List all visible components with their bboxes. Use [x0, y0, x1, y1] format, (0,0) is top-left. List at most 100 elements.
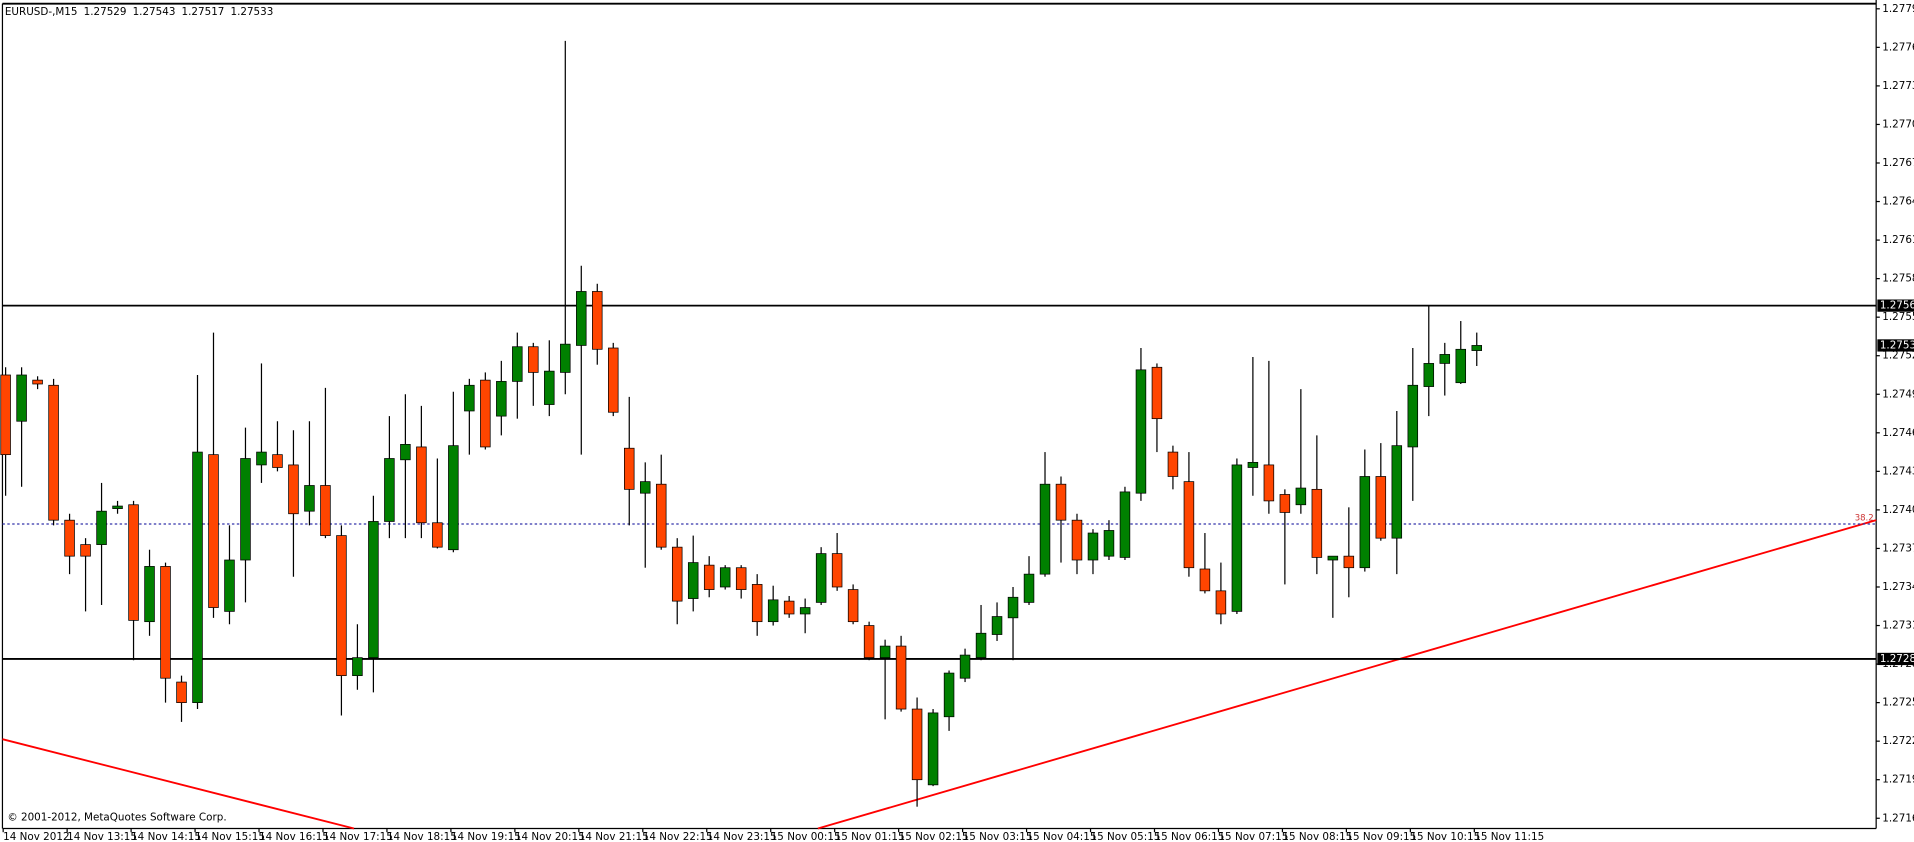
- x-tick-label: 15 Nov 05:15: [1091, 831, 1161, 842]
- candle-body: [448, 445, 459, 551]
- x-tick-label: 14 Nov 22:15: [643, 831, 713, 842]
- candle-body: [751, 584, 763, 623]
- current-price-label-box: [1877, 339, 1914, 352]
- x-tick-label: 14 Nov 15:15: [195, 831, 265, 842]
- horizontal-line-label-box: [1877, 652, 1914, 666]
- x-tick-label: 15 Nov 04:15: [1027, 831, 1097, 842]
- candle-body: [352, 657, 363, 677]
- copyright: © 2001-2012, MetaQuotes Software Corp.: [7, 812, 226, 824]
- candle-body: [1231, 464, 1243, 612]
- candle-body: [96, 510, 107, 545]
- x-tick-label: 14 Nov 19:15: [451, 831, 521, 842]
- y-tick-label: 1.27765: [1882, 41, 1914, 53]
- candle-body: [224, 559, 235, 612]
- y-tick-label: 1.27405: [1882, 504, 1914, 516]
- x-tick-label: 15 Nov 01:15: [835, 831, 905, 842]
- ohlc-low: 1.27517: [182, 6, 225, 18]
- candle-body: [16, 374, 27, 422]
- candle-body: [1327, 555, 1339, 561]
- x-tick-label: 14 Nov 23:15: [707, 831, 777, 842]
- candle-body: [48, 384, 59, 521]
- y-tick-label: 1.27315: [1882, 620, 1914, 632]
- y-tick-label: 1.27465: [1882, 427, 1914, 439]
- candle-body: [943, 672, 955, 718]
- fib-label: 38.2: [1855, 513, 1874, 523]
- candle-body: [336, 535, 347, 677]
- x-tick-label: 15 Nov 02:15: [899, 831, 969, 842]
- x-tick-label: 14 Nov 18:15: [387, 831, 457, 842]
- x-tick-label: 14 Nov 21:15: [579, 831, 649, 842]
- candle-body: [144, 566, 155, 623]
- x-tick-label: 15 Nov 06:15: [1155, 831, 1225, 842]
- x-tick-label: 15 Nov 09:15: [1346, 831, 1416, 842]
- y-tick-label: 1.27735: [1882, 80, 1914, 92]
- trendline: [817, 519, 1877, 830]
- y-tick-label: 1.27705: [1882, 118, 1914, 130]
- ohlc-open: 1.27529: [84, 6, 127, 18]
- candle-body: [1039, 483, 1051, 575]
- candle-body: [1087, 532, 1099, 561]
- candle-body: [927, 712, 939, 786]
- candle-body: [320, 485, 331, 536]
- candle-body: [671, 546, 683, 602]
- candle-body: [879, 645, 891, 659]
- header: EURUSD-,M15 1.27529 1.27543 1.27517 1.27533: [5, 6, 273, 18]
- candle-body: [400, 444, 411, 461]
- candle-body: [895, 645, 907, 710]
- candle-body: [272, 454, 283, 468]
- candle-body: [496, 381, 507, 417]
- ohlc-high: 1.27543: [133, 6, 176, 18]
- candle-body: [240, 458, 251, 561]
- candle-body: [208, 454, 219, 608]
- candle-body: [655, 483, 667, 548]
- candle-body: [847, 589, 859, 623]
- candle-body: [464, 384, 475, 412]
- candle-body: [1071, 519, 1083, 561]
- y-tick-label: 1.27615: [1882, 234, 1914, 246]
- y-tick-label: 1.27435: [1882, 465, 1914, 477]
- x-tick-label: 14 Nov 20:15: [515, 831, 585, 842]
- candle-body: [1263, 464, 1275, 502]
- x-tick-label: 14 Nov 2012: [3, 831, 69, 842]
- candle-body: [1183, 481, 1195, 569]
- x-tick-label: 14 Nov 14:15: [131, 831, 201, 842]
- candle-body: [1279, 494, 1291, 513]
- candle-body: [608, 347, 619, 413]
- candle-body: [176, 681, 187, 703]
- candle-body: [592, 291, 603, 350]
- x-tick-label: 15 Nov 08:15: [1282, 831, 1352, 842]
- candle-body: [735, 567, 747, 590]
- x-tick-label: 14 Nov 16:15: [259, 831, 329, 842]
- symbol: EURUSD-,M15: [5, 6, 78, 18]
- candle-body: [416, 446, 427, 524]
- horizontal-line-label: 1.27564: [1880, 300, 1914, 312]
- candle-body: [767, 599, 779, 623]
- candle-body: [815, 553, 827, 603]
- candle-body: [639, 481, 651, 494]
- candle-body: [991, 616, 1003, 635]
- y-tick-label: 1.27645: [1882, 196, 1914, 208]
- horizontal-line-label-box: [1877, 299, 1914, 312]
- y-tick-label: 1.27225: [1882, 735, 1914, 747]
- candle-body: [528, 346, 539, 373]
- candle-body: [1247, 461, 1259, 468]
- candle-body: [1135, 369, 1147, 494]
- y-tick-label: 1.27585: [1882, 273, 1914, 285]
- x-tick-label: 15 Nov 03:15: [963, 831, 1033, 842]
- candle-body: [783, 600, 795, 615]
- candle-body: [863, 625, 875, 659]
- candle-body: [1439, 354, 1451, 364]
- x-tick-label: 15 Nov 07:15: [1218, 831, 1288, 842]
- horizontal-line-label: 1.27289: [1880, 653, 1914, 665]
- candle-body: [192, 451, 203, 703]
- candle-body: [32, 379, 43, 385]
- candle-body: [368, 521, 379, 659]
- candle-body: [1055, 483, 1067, 521]
- y-tick-label: 1.27375: [1882, 542, 1914, 554]
- candle-body: [480, 379, 491, 448]
- candle-body: [1151, 366, 1163, 420]
- candle-body: [544, 370, 555, 405]
- candle-body: [687, 562, 699, 599]
